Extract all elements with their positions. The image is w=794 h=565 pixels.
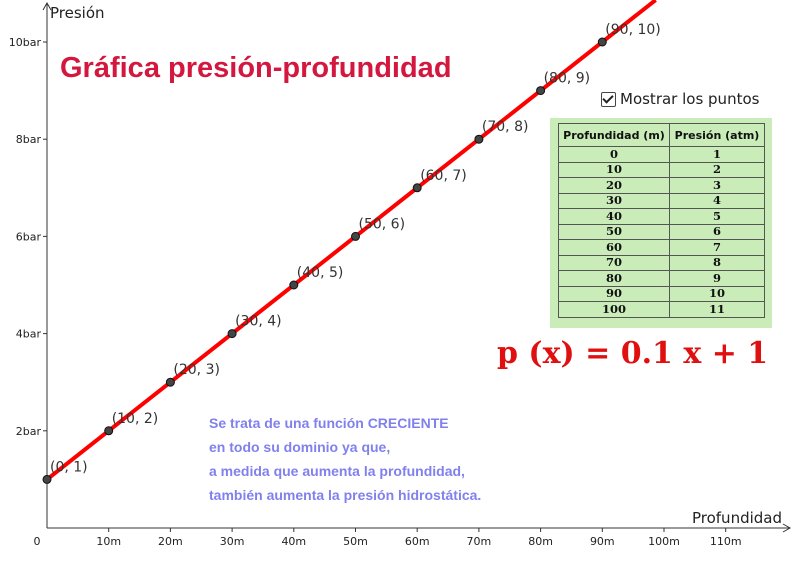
note-line: Se trata de una función CRECIENTE — [209, 415, 449, 431]
table-cell-depth: 0 — [558, 146, 670, 163]
table-cell-depth: 60 — [558, 239, 670, 256]
explanation-note: Se trata de una función CRECIENTE en tod… — [209, 411, 481, 507]
data-point-label: (90, 10) — [605, 22, 660, 38]
table-cell-pressure: 6 — [669, 223, 765, 240]
data-point-label: (0, 1) — [50, 459, 88, 475]
table-row: 20 3 — [558, 177, 765, 194]
table-cell-pressure: 11 — [669, 301, 765, 318]
table-cell-depth: 100 — [558, 301, 670, 318]
x-axis-label: Profundidad — [692, 509, 782, 527]
origin-label: 0 — [34, 535, 41, 548]
data-point — [289, 280, 299, 290]
values-table: Profundidad (m) Presión (atm) 0 1 10 2 20 3 30… — [558, 123, 765, 318]
x-tick-label: 110m — [710, 535, 742, 548]
data-point — [104, 426, 114, 436]
data-point — [165, 377, 175, 387]
checkbox-checked-icon[interactable] — [601, 91, 616, 107]
x-tick-label: 50m — [343, 535, 368, 548]
table-header-pressure: Presión (atm) — [669, 123, 765, 147]
table-cell-depth: 40 — [558, 208, 670, 225]
x-tick-label: 30m — [220, 535, 245, 548]
data-point-label: (70, 8) — [482, 119, 529, 135]
values-table-panel: Profundidad (m) Presión (atm) 0 1 10 2 20 3 30… — [550, 118, 772, 328]
function-formula: p (x) = 0.1 x + 1 — [497, 336, 769, 371]
table-row: 100 11 — [558, 301, 765, 318]
table-cell-pressure: 4 — [669, 192, 765, 209]
x-tick-label: 90m — [590, 535, 615, 548]
y-tick-label: 2bar — [16, 425, 42, 438]
data-point-label: (20, 3) — [173, 362, 220, 378]
y-tick-label: 4bar — [16, 328, 42, 341]
x-tick-label: 100m — [648, 535, 680, 548]
data-point — [227, 329, 237, 339]
data-point-label: (60, 7) — [420, 168, 467, 184]
table-cell-pressure: 7 — [669, 239, 765, 256]
show-points-checkbox[interactable]: Mostrar los puntos — [601, 90, 759, 108]
table-row: 50 6 — [558, 223, 765, 240]
table-cell-pressure: 3 — [669, 177, 765, 194]
table-row: 30 4 — [558, 192, 765, 209]
table-row: 40 5 — [558, 208, 765, 225]
data-point-label: (10, 2) — [112, 411, 159, 427]
data-point — [42, 474, 52, 484]
x-tick-label: 40m — [281, 535, 306, 548]
function-line — [45, 0, 657, 481]
data-point — [474, 134, 484, 144]
table-row: 60 7 — [558, 239, 765, 256]
y-axis-arrow-icon — [42, 1, 52, 11]
data-point-label: (30, 4) — [235, 314, 282, 330]
table-cell-depth: 20 — [558, 177, 670, 194]
table-cell-depth: 90 — [558, 285, 670, 302]
note-line: en todo su dominio ya que, — [209, 439, 391, 455]
data-point — [351, 231, 360, 241]
table-row: 70 8 — [558, 254, 765, 271]
table-cell-depth: 50 — [558, 223, 670, 240]
note-line: a medida que aumenta la profundidad, — [209, 463, 465, 479]
data-point-label: (80, 9) — [544, 71, 591, 87]
note-line: también aumenta la presión hidrostática. — [209, 487, 482, 503]
x-tick-label: 20m — [158, 535, 183, 548]
y-axis-label: Presión — [50, 4, 105, 22]
data-point-label: (40, 5) — [297, 265, 344, 281]
x-tick-label: 70m — [467, 535, 492, 548]
x-tick-label: 60m — [405, 535, 430, 548]
table-row: 90 10 — [558, 285, 765, 302]
table-cell-depth: 30 — [558, 192, 670, 209]
table-cell-pressure: 9 — [669, 270, 765, 287]
x-axis-arrow-icon — [782, 523, 792, 533]
table-row: 10 2 — [558, 161, 765, 178]
data-point-label: (50, 6) — [359, 216, 406, 232]
table-cell-pressure: 10 — [669, 285, 765, 302]
table-cell-depth: 10 — [558, 161, 670, 178]
table-cell-pressure: 2 — [669, 161, 765, 178]
data-point — [536, 86, 546, 96]
y-tick-label: 10bar — [9, 36, 42, 49]
page-title: Gráfica presión-profundidad — [60, 52, 452, 84]
table-cell-pressure: 5 — [669, 208, 765, 225]
table-header-depth: Profundidad (m) — [558, 123, 670, 147]
table-cell-depth: 80 — [558, 270, 670, 287]
table-cell-pressure: 1 — [669, 146, 765, 163]
table-cell-pressure: 8 — [669, 254, 765, 271]
table-cell-depth: 70 — [558, 254, 670, 271]
y-tick-label: 6bar — [16, 230, 42, 243]
data-point — [597, 37, 607, 47]
y-tick-label: 8bar — [16, 133, 42, 146]
x-tick-label: 80m — [528, 535, 553, 548]
show-points-label: Mostrar los puntos — [620, 90, 760, 108]
data-point — [412, 183, 422, 193]
x-tick-label: 10m — [96, 535, 121, 548]
table-row: 80 9 — [558, 270, 765, 287]
